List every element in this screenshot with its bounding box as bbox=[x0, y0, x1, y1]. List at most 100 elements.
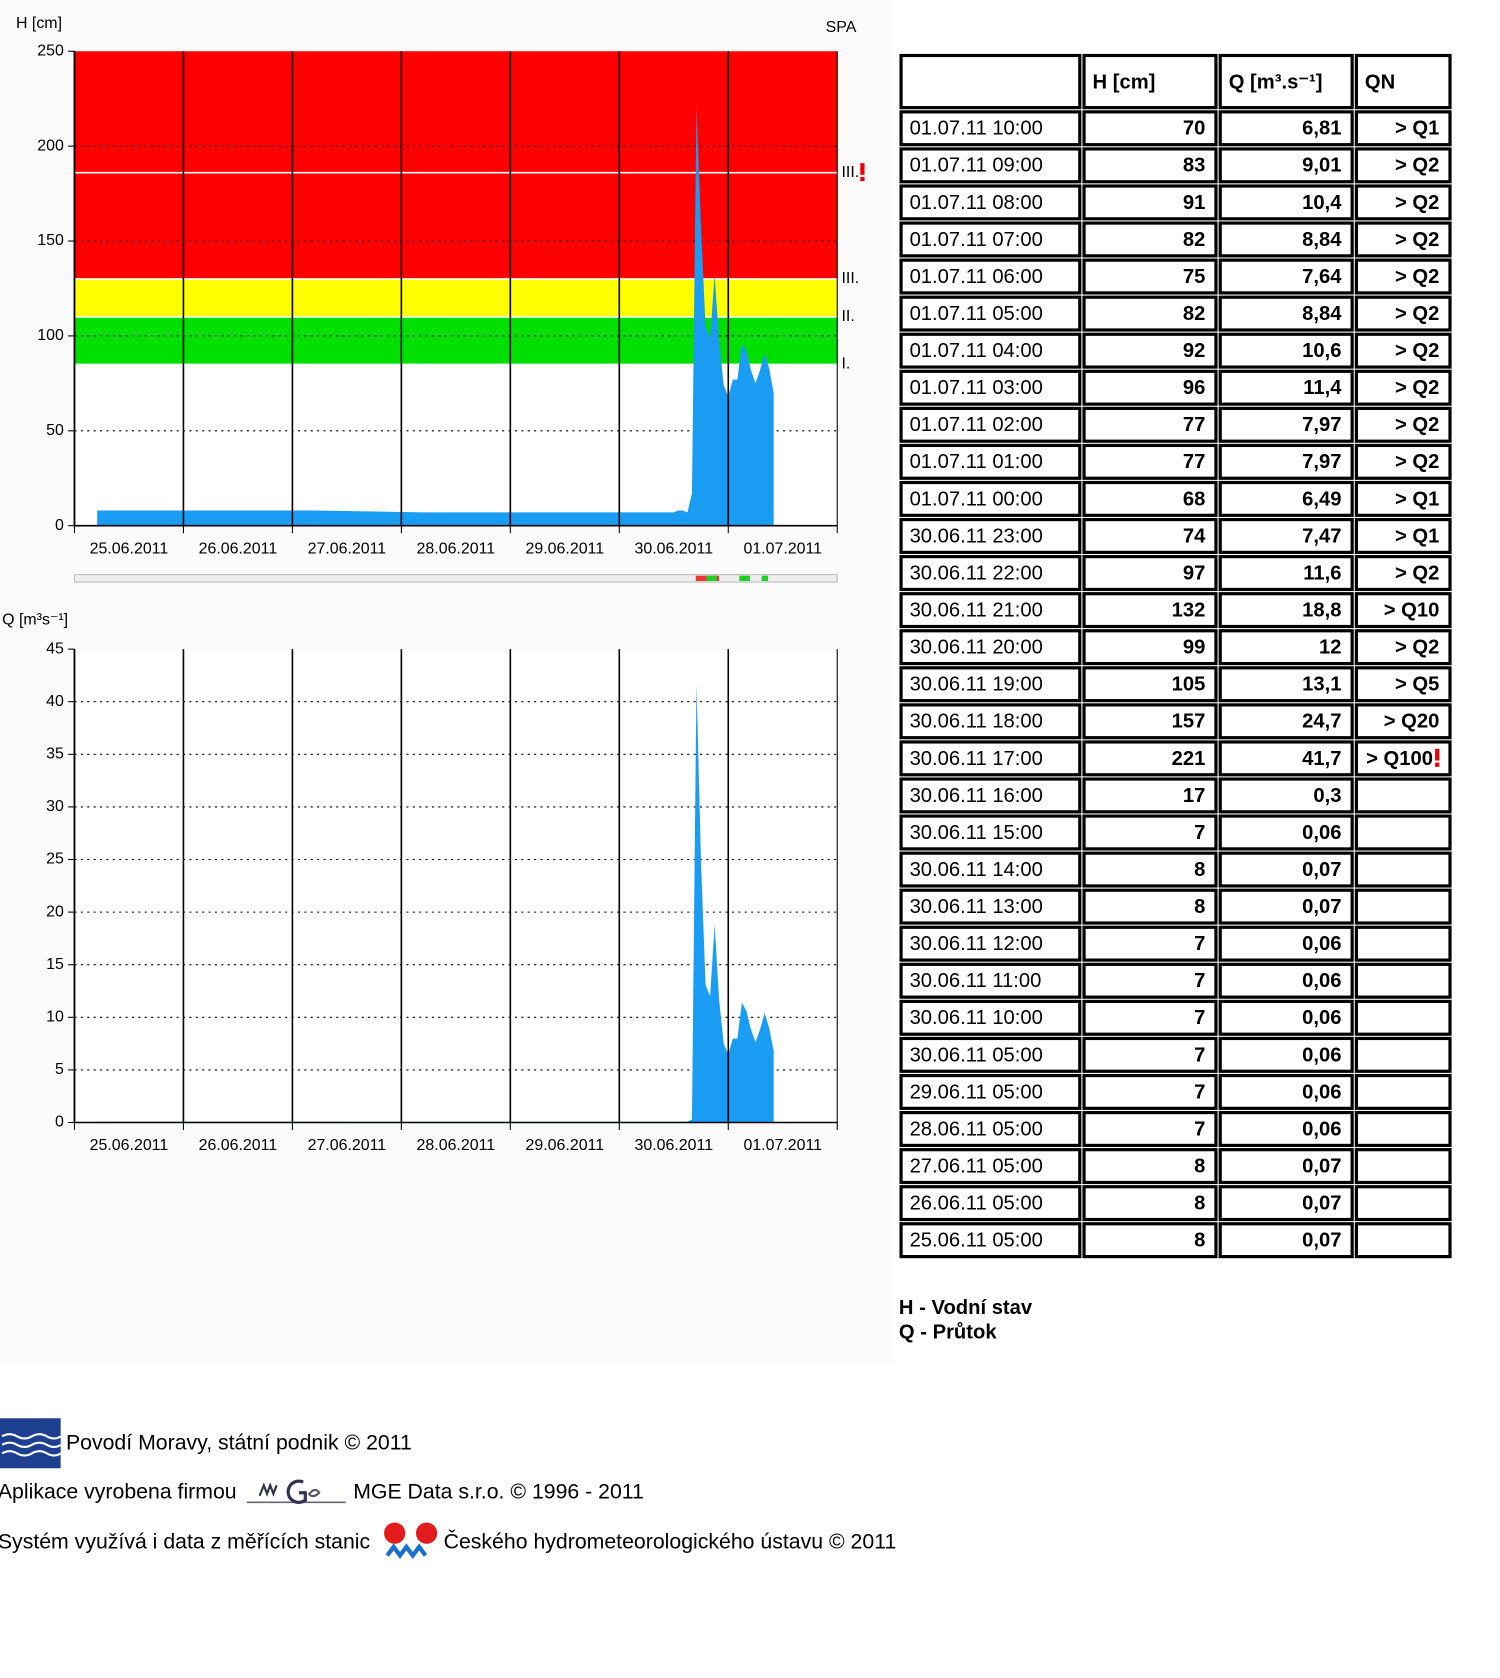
time-cell: 30.06.11 14:00 bbox=[910, 859, 1043, 881]
qn-cell: > Q1 bbox=[1395, 118, 1439, 140]
table-cell bbox=[1082, 925, 1218, 962]
y-tick-label: 250 bbox=[37, 42, 64, 59]
table-cell bbox=[899, 480, 1082, 517]
table-cell bbox=[1082, 999, 1218, 1036]
table-cell bbox=[1218, 443, 1354, 480]
time-cell: 30.06.11 23:00 bbox=[910, 525, 1043, 547]
table-cell bbox=[1218, 703, 1354, 740]
warning-band bbox=[74, 316, 838, 365]
qn-cell: > Q2 bbox=[1395, 377, 1439, 399]
qn-cell: > Q1 bbox=[1395, 488, 1439, 510]
qn-cell: > Q20 bbox=[1384, 711, 1440, 733]
qn-cell: > Q2 bbox=[1395, 637, 1439, 659]
chmu-logo bbox=[384, 1522, 438, 1560]
table-cell bbox=[1354, 999, 1452, 1036]
q-cell: 0,06 bbox=[1302, 1007, 1341, 1029]
time-cell: 30.06.11 16:00 bbox=[910, 785, 1043, 807]
table-cell bbox=[1218, 592, 1354, 629]
table-cell bbox=[1354, 629, 1452, 666]
h-cell: 99 bbox=[1183, 637, 1205, 659]
q-cell: 7,97 bbox=[1302, 414, 1341, 436]
warning-band bbox=[74, 51, 838, 279]
table-cell bbox=[899, 147, 1082, 184]
table-cell bbox=[1082, 147, 1218, 184]
h-cell: 8 bbox=[1194, 1230, 1205, 1252]
y-axis-title: H [cm] bbox=[16, 15, 62, 32]
table-cell bbox=[899, 925, 1082, 962]
table-cell bbox=[1218, 1073, 1354, 1110]
h-cell: 82 bbox=[1183, 303, 1205, 325]
h-cell: 97 bbox=[1183, 562, 1205, 584]
time-cell: 30.06.11 11:00 bbox=[910, 970, 1042, 992]
h-cell: 7 bbox=[1194, 970, 1205, 992]
table-cell bbox=[1218, 221, 1354, 258]
qn-cell: > Q2 bbox=[1395, 303, 1439, 325]
h-cell: 8 bbox=[1194, 859, 1205, 881]
y-tick-label: 0 bbox=[55, 517, 64, 534]
table-cell bbox=[1218, 814, 1354, 851]
table-cell bbox=[1354, 1222, 1452, 1259]
table-cell bbox=[1354, 221, 1452, 258]
q-cell: 13,1 bbox=[1302, 674, 1341, 696]
table-cell bbox=[1218, 53, 1354, 110]
area bbox=[97, 683, 774, 1123]
table-cell bbox=[1082, 851, 1218, 888]
y-tick-label: 15 bbox=[46, 956, 64, 973]
table-cell bbox=[1354, 1073, 1452, 1110]
q-cell: 24,7 bbox=[1302, 711, 1341, 733]
table-cell bbox=[1082, 592, 1218, 629]
time-cell: 01.07.11 03:00 bbox=[910, 377, 1043, 399]
qn-cell: > Q2 bbox=[1395, 229, 1439, 251]
q-cell: 0,06 bbox=[1302, 970, 1341, 992]
threshold-label: I. bbox=[841, 356, 850, 373]
table-cell bbox=[1354, 1036, 1452, 1073]
table-cell bbox=[1218, 295, 1354, 332]
table-cell bbox=[1218, 1036, 1354, 1073]
table-cell bbox=[1354, 480, 1452, 517]
q-cell: 0,06 bbox=[1302, 1044, 1341, 1066]
station-code: SPA bbox=[826, 19, 857, 36]
time-cell: 30.06.11 17:00 bbox=[910, 748, 1043, 770]
table-cell bbox=[899, 740, 1082, 777]
table-cell bbox=[1354, 369, 1452, 406]
x-tick-label: 01.07.2011 bbox=[743, 540, 822, 557]
table-cell bbox=[899, 814, 1082, 851]
h-cell: 92 bbox=[1183, 340, 1205, 362]
q-cell: 0,3 bbox=[1313, 785, 1341, 807]
y-tick-label: 35 bbox=[46, 746, 64, 763]
table-cell bbox=[1218, 962, 1354, 999]
table-cell bbox=[1218, 406, 1354, 443]
qn-cell: > Q10 bbox=[1384, 600, 1440, 622]
qn-cell: > Q2 bbox=[1395, 155, 1439, 177]
table-cell bbox=[1354, 332, 1452, 369]
table-cell bbox=[1082, 369, 1218, 406]
table-cell bbox=[899, 1222, 1082, 1259]
q-cell: 11,4 bbox=[1303, 377, 1342, 399]
table-cell bbox=[1354, 740, 1452, 777]
table-cell bbox=[899, 53, 1082, 110]
table-cell bbox=[1082, 962, 1218, 999]
table-cell bbox=[1354, 666, 1452, 703]
time-cell: 25.06.11 05:00 bbox=[910, 1230, 1043, 1252]
table-cell bbox=[1218, 369, 1354, 406]
table-cell bbox=[899, 555, 1082, 592]
y-tick-label: 100 bbox=[37, 327, 64, 344]
footer-text: Aplikace vyrobena firmou bbox=[0, 1479, 237, 1503]
table-cell bbox=[1218, 851, 1354, 888]
footer-text: Povodí Moravy, státní podnik © 2011 bbox=[66, 1430, 412, 1454]
threshold-label: III. bbox=[841, 164, 859, 181]
time-cell: 01.07.11 05:00 bbox=[910, 303, 1043, 325]
qn-cell: > Q2 bbox=[1395, 414, 1439, 436]
table-cell bbox=[1354, 814, 1452, 851]
table-cell bbox=[1218, 888, 1354, 925]
table-cell bbox=[899, 443, 1082, 480]
qn-cell: > Q2 bbox=[1395, 451, 1439, 473]
h-cell: 7 bbox=[1194, 1118, 1205, 1140]
table-cell bbox=[1354, 443, 1452, 480]
x-tick-label: 27.06.2011 bbox=[308, 1137, 387, 1154]
table-cell bbox=[1082, 258, 1218, 295]
table-cell bbox=[1354, 888, 1452, 925]
y-axis-title: Q [m³s⁻¹] bbox=[2, 612, 68, 629]
y-tick-label: 5 bbox=[55, 1061, 64, 1078]
threshold-label: II. bbox=[841, 308, 854, 325]
